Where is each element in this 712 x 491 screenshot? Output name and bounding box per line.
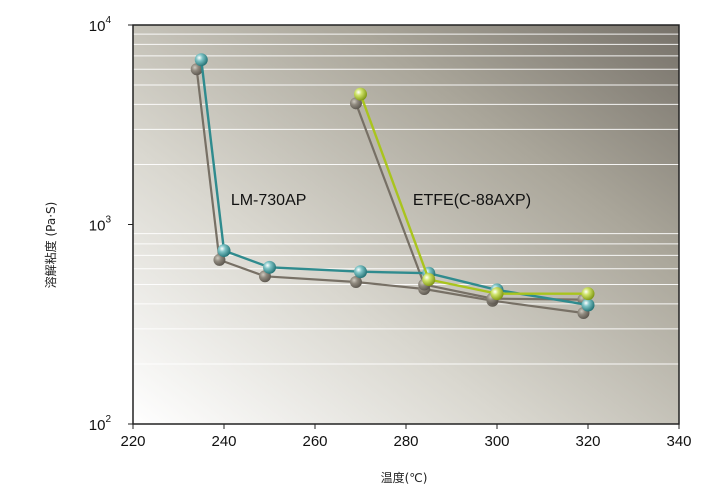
y-tick-label: 104 bbox=[89, 15, 112, 35]
x-axis-ticks: 220 240 260 280 300 320 340 bbox=[120, 424, 692, 450]
series-0-shadow-point bbox=[190, 63, 203, 76]
y-tick-label: 103 bbox=[89, 215, 112, 235]
series-1-line bbox=[359, 93, 588, 295]
series-0-point bbox=[194, 53, 208, 67]
series-0-point bbox=[354, 265, 367, 279]
series-0-point bbox=[581, 298, 595, 312]
series-0-point bbox=[263, 260, 276, 274]
x-tick-label: 340 bbox=[666, 433, 691, 450]
gridlines bbox=[133, 33, 679, 365]
x-tick-label: 220 bbox=[120, 433, 145, 450]
series-label-etfe: ETFE(C-88AXP) bbox=[413, 192, 531, 209]
series-1-point bbox=[581, 287, 595, 301]
series-0-shadow-point bbox=[349, 275, 362, 288]
series-1-point bbox=[422, 273, 436, 287]
series-label-lm730ap: LM-730AP bbox=[231, 192, 307, 209]
y-tick-label: 102 bbox=[89, 414, 112, 434]
series-0-point bbox=[217, 244, 231, 258]
x-tick-label: 300 bbox=[484, 433, 509, 450]
series-1-point bbox=[354, 87, 367, 101]
x-tick-label: 240 bbox=[211, 433, 236, 450]
x-tick-label: 280 bbox=[393, 433, 418, 450]
series-1-point bbox=[490, 287, 504, 301]
y-axis-label: 溶解粘度 (Pa·S) bbox=[43, 202, 58, 289]
x-tick-label: 320 bbox=[575, 433, 600, 450]
series-layer bbox=[190, 53, 595, 320]
series-1-shadow-line bbox=[354, 102, 584, 301]
y-axis-ticks: 102 103 104 bbox=[89, 15, 133, 434]
x-axis-label: 温度(℃) bbox=[381, 470, 428, 485]
x-tick-label: 260 bbox=[302, 433, 327, 450]
plot-area bbox=[133, 25, 679, 424]
